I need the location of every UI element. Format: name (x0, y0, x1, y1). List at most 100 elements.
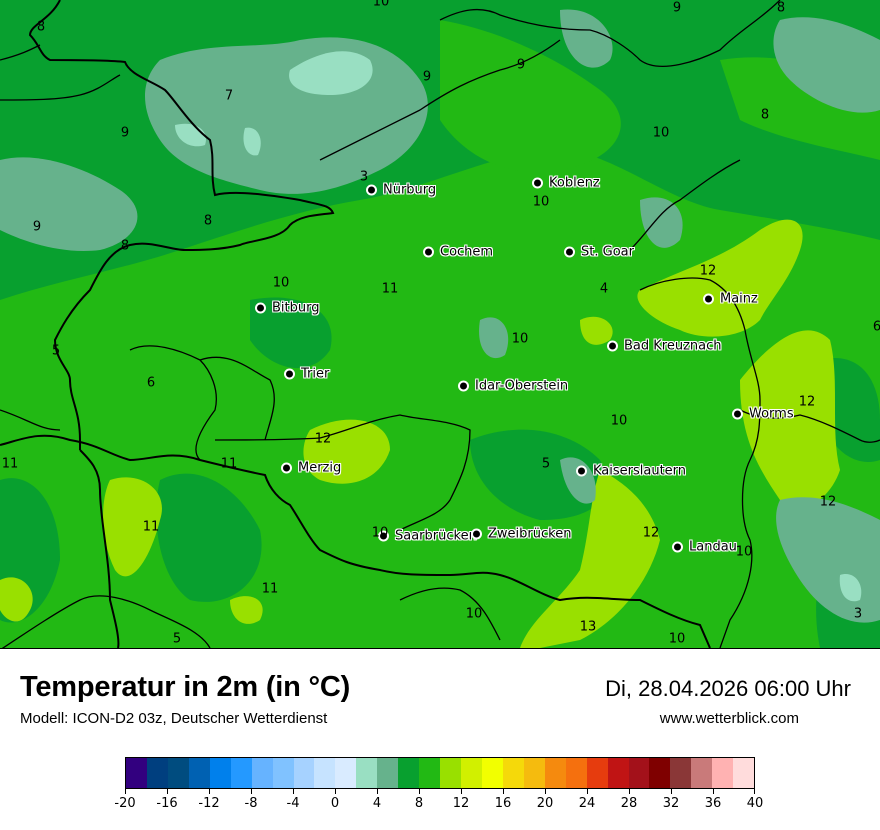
city-marker: Trier (284, 367, 329, 382)
colorbar-segment (356, 758, 378, 788)
colorbar-segment (502, 758, 524, 788)
city-marker: Zweibrücken (471, 527, 571, 542)
temperature-value-label: 4 (599, 281, 609, 297)
colorbar-segment (481, 758, 503, 788)
temperature-value-label: 10 (511, 331, 529, 347)
colorbar-segment (712, 758, 734, 788)
colorbar-segment (126, 758, 147, 788)
colorbar-tick-label: 40 (746, 796, 764, 811)
city-marker: Koblenz (532, 176, 600, 191)
city-dot-icon (366, 184, 377, 196)
city-dot-icon (378, 530, 389, 542)
temperature-value-label: 10 (371, 525, 389, 541)
colorbar-tick (461, 789, 462, 794)
temperature-value-label: 10 (735, 544, 753, 560)
city-marker: Bitburg (255, 301, 320, 316)
temperature-value-label: 10 (652, 125, 670, 141)
city-name: Mainz (720, 291, 758, 307)
temperature-value-label: 9 (422, 69, 432, 85)
colorbar-segment (398, 758, 420, 788)
city-dot-icon (607, 340, 618, 352)
city-name: Kaiserslautern (593, 463, 687, 479)
temperature-value-label: 13 (579, 619, 597, 635)
city-marker: Saarbrücken (378, 529, 477, 544)
city-name: Worms (749, 406, 794, 422)
colorbar-segment (670, 758, 692, 788)
city-name: Landau (689, 539, 737, 555)
colorbar-tick-label: 4 (372, 796, 382, 811)
city-dot-icon (732, 408, 743, 420)
colorbar-segment (628, 758, 650, 788)
colorbar-tick-label: -16 (156, 796, 178, 811)
colorbar-segment (523, 758, 545, 788)
colorbar-ticks: -20 -16 -12 -8 -4 0 4 8 12 16 20 24 28 32 36 40 (114, 789, 763, 819)
temperature-value-label: 5 (51, 343, 61, 359)
city-name: Trier (301, 366, 330, 382)
temperature-value-label: 10 (372, 0, 390, 10)
colorbar-segment (607, 758, 629, 788)
temperature-value-label: 9 (32, 219, 42, 235)
colorbar-tick-label: 8 (414, 796, 424, 811)
colorbar-tick-label: 0 (330, 796, 340, 811)
colorbar-tick (713, 789, 714, 794)
colorbar-segment (419, 758, 441, 788)
colorbar-tick-label: -20 (114, 796, 136, 811)
colorbar-segment (146, 758, 168, 788)
temperature-value-label: 12 (798, 394, 816, 410)
city-marker: Idar-Oberstein (458, 379, 568, 394)
city-dot-icon (423, 246, 434, 258)
colorbar-segment (209, 758, 231, 788)
city-marker: Kaiserslautern (576, 464, 686, 479)
colorbar-tick (754, 789, 755, 794)
city-name: St. Goar (581, 244, 634, 260)
colorbar-tick (629, 789, 630, 794)
colorbar-tick-label: 12 (452, 796, 470, 811)
city-dot-icon (564, 246, 575, 258)
city-dot-icon (458, 380, 469, 392)
colorbar-tick-label: 32 (662, 796, 680, 811)
temperature-value-label: 8 (760, 107, 770, 123)
colorbar-segment (377, 758, 399, 788)
colorbar-tick (125, 789, 126, 794)
colorbar-segment (461, 758, 482, 788)
colorbar-segment (691, 758, 713, 788)
model-info: Modell: ICON-D2 03z, Deutscher Wetterdie… (20, 710, 328, 727)
city-marker: Landau (672, 540, 737, 555)
temperature-map: Nürburg Koblenz Cochem St. Goar Bitburg Mainz… (0, 0, 880, 649)
city-name: Saarbrücken (395, 528, 477, 544)
temperature-value-label: 10 (272, 275, 290, 291)
city-dot-icon (703, 293, 714, 305)
temperature-value-label: 11 (381, 281, 399, 297)
colorbar-tick-label: 20 (536, 796, 554, 811)
temperature-value-label: 8 (36, 19, 46, 35)
city-name: Cochem (440, 244, 494, 260)
temperature-value-label: 5 (172, 631, 182, 647)
colorbar-segment (544, 758, 566, 788)
colorbar-tick (377, 789, 378, 794)
website-link[interactable]: www.wetterblick.com (659, 710, 799, 727)
colorbar-segment (649, 758, 671, 788)
temperature-value-label: 9 (516, 57, 526, 73)
colorbar-segment (251, 758, 273, 788)
temperature-value-label: 3 (853, 606, 863, 622)
temperature-colorbar (125, 757, 755, 789)
temperature-value-label: 8 (203, 213, 213, 229)
colorbar-tick (293, 789, 294, 794)
city-marker: St. Goar (564, 245, 634, 260)
temperature-value-label: 10 (668, 631, 686, 647)
temperature-value-label: 11 (261, 581, 279, 597)
temperature-value-label: 7 (224, 88, 234, 104)
map-title: Temperatur in 2m (in °C) (20, 671, 351, 703)
city-name: Idar-Oberstein (475, 378, 569, 394)
colorbar-tick (587, 789, 588, 794)
city-marker: Merzig (281, 461, 341, 476)
city-marker: Nürburg (366, 183, 436, 198)
city-dot-icon (281, 462, 292, 474)
city-marker: Bad Kreuznach (607, 339, 722, 354)
colorbar-segment (565, 758, 587, 788)
colorbar-tick-label: 24 (578, 796, 596, 811)
city-name: Koblenz (549, 175, 600, 191)
temperature-value-label: 10 (532, 194, 550, 210)
temperature-value-label: 10 (610, 413, 628, 429)
temperature-field (0, 0, 880, 648)
